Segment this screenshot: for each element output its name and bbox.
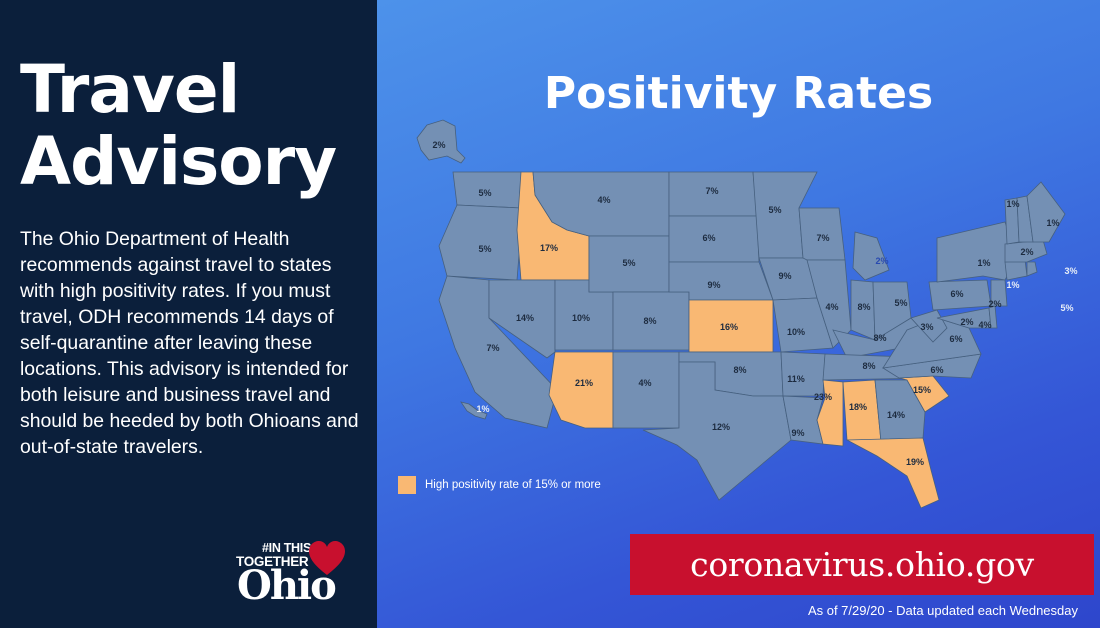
state-label-id: 17% bbox=[540, 243, 558, 253]
heart-icon bbox=[309, 541, 345, 575]
state-label-va: 6% bbox=[949, 334, 962, 344]
state-ri bbox=[1026, 261, 1038, 277]
state-label-sd: 6% bbox=[702, 233, 715, 243]
state-mi bbox=[852, 231, 890, 281]
state-label-ne: 9% bbox=[707, 280, 720, 290]
state-label-ia: 9% bbox=[778, 271, 791, 281]
state-label-hi: 1% bbox=[476, 404, 489, 414]
state-label-ut: 10% bbox=[572, 313, 590, 323]
state-nm bbox=[612, 351, 680, 429]
state-ar bbox=[780, 351, 826, 397]
state-label-ks: 16% bbox=[720, 322, 738, 332]
state-label-mi: 2% bbox=[875, 256, 888, 266]
state-label-ga: 14% bbox=[887, 410, 905, 420]
state-label-nd: 7% bbox=[705, 186, 718, 196]
state-hi bbox=[460, 401, 488, 420]
state-label-me: 1% bbox=[1046, 218, 1059, 228]
state-nj bbox=[990, 279, 1008, 307]
state-label-nj: 2% bbox=[988, 299, 1001, 309]
state-label-ok: 8% bbox=[733, 365, 746, 375]
state-label-nv: 14% bbox=[516, 313, 534, 323]
state-me bbox=[1026, 181, 1066, 243]
data-date-footnote: As of 7/29/20 - Data updated each Wednes… bbox=[807, 603, 1078, 618]
legend-swatch bbox=[398, 476, 416, 494]
state-label-il: 4% bbox=[825, 302, 838, 312]
state-label-ny: 1% bbox=[977, 258, 990, 268]
state-label-al: 18% bbox=[849, 402, 867, 412]
state-label-ma: 2% bbox=[1020, 247, 1033, 257]
state-ak bbox=[416, 119, 466, 164]
right-panel: Positivity Rates 2% 1% 5% 5% 7% 17% 14% 10% 21% 4… bbox=[377, 0, 1100, 628]
title-line-2: Advisory bbox=[20, 123, 337, 200]
state-tx bbox=[642, 361, 792, 501]
state-label-az: 21% bbox=[575, 378, 593, 388]
us-positivity-map: 2% 1% 5% 5% 7% 17% 14% 10% 21% 4% 5% 8% 4% 7% 6% 9% 16% 8… bbox=[416, 119, 1078, 509]
state-ga bbox=[874, 379, 926, 443]
state-label-ar: 11% bbox=[787, 374, 805, 384]
state-label-ct: 1% bbox=[1006, 280, 1019, 290]
state-ct bbox=[1004, 259, 1028, 281]
state-label-wy: 5% bbox=[622, 258, 635, 268]
in-this-together-ohio-logo: #IN THIS TOGETHER Ohio bbox=[236, 538, 361, 608]
website-url[interactable]: coronavirus.ohio.gov bbox=[690, 545, 1034, 584]
state-label-wa: 5% bbox=[478, 188, 491, 198]
state-label-oh: 5% bbox=[894, 298, 907, 308]
logo-together: TOGETHER bbox=[236, 554, 309, 569]
page-title: Travel Advisory bbox=[20, 54, 370, 198]
state-label-sc: 15% bbox=[913, 385, 931, 395]
state-label-tx: 12% bbox=[712, 422, 730, 432]
state-label-de: 4% bbox=[978, 320, 991, 330]
state-label-or: 5% bbox=[478, 244, 491, 254]
state-label-wv: 3% bbox=[920, 322, 933, 332]
state-label-tn: 8% bbox=[862, 361, 875, 371]
state-az bbox=[548, 351, 614, 429]
left-panel: Travel Advisory The Ohio Department of H… bbox=[0, 0, 377, 628]
state-label-nh: 5% bbox=[1060, 303, 1073, 313]
title-line-1: Travel bbox=[20, 51, 240, 128]
state-label-ms: 23% bbox=[814, 392, 832, 402]
map-legend: High positivity rate of 15% or more bbox=[398, 475, 601, 495]
advisory-text: The Ohio Department of Health recommends… bbox=[20, 228, 359, 458]
state-label-ky: 8% bbox=[873, 333, 886, 343]
legend-label: High positivity rate of 15% or more bbox=[425, 479, 601, 491]
state-label-vt: 1% bbox=[1006, 199, 1019, 209]
state-label-nm: 4% bbox=[638, 378, 651, 388]
state-label-la: 9% bbox=[791, 428, 804, 438]
state-fl bbox=[845, 437, 940, 509]
state-label-mo: 10% bbox=[787, 327, 805, 337]
state-label-wi: 7% bbox=[816, 233, 829, 243]
logo-ohio: Ohio bbox=[237, 562, 337, 609]
state-de bbox=[988, 305, 998, 329]
state-label-md: 2% bbox=[960, 317, 973, 327]
state-label-in: 8% bbox=[857, 302, 870, 312]
state-label-mt: 4% bbox=[597, 195, 610, 205]
state-label-ca: 7% bbox=[486, 343, 499, 353]
state-label-ri: 3% bbox=[1064, 266, 1077, 276]
state-or bbox=[438, 204, 522, 281]
state-label-ak: 2% bbox=[432, 140, 445, 150]
state-label-nc: 6% bbox=[930, 365, 943, 375]
state-label-fl: 19% bbox=[906, 457, 924, 467]
map-title: Positivity Rates bbox=[543, 68, 934, 119]
state-label-mn: 5% bbox=[768, 205, 781, 215]
logo-hashtag: #IN THIS bbox=[262, 541, 311, 555]
state-nv bbox=[488, 279, 556, 359]
state-label-pa: 6% bbox=[950, 289, 963, 299]
url-banner: coronavirus.ohio.gov bbox=[630, 534, 1094, 595]
state-label-co: 8% bbox=[643, 316, 656, 326]
